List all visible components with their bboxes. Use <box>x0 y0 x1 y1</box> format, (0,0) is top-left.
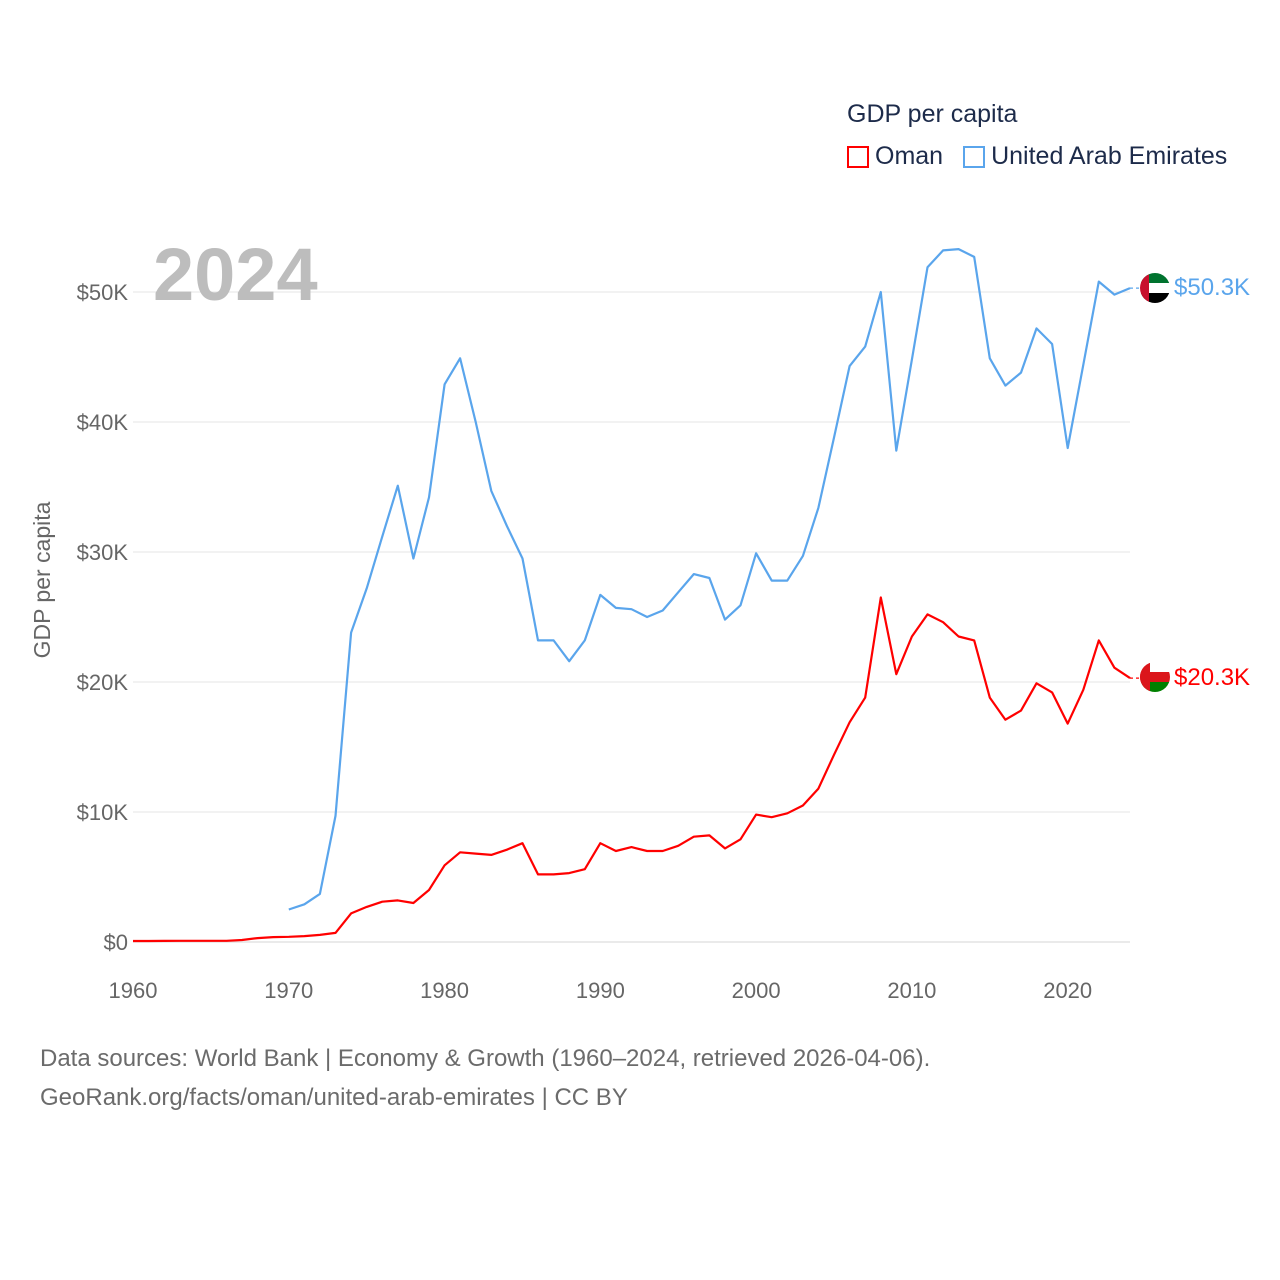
x-tick-label: 2020 <box>1043 978 1092 1003</box>
end-value-label: $50.3K <box>1174 274 1250 301</box>
legend-swatch-uae <box>963 145 986 168</box>
oman-flag-icon <box>1140 662 1170 692</box>
x-tick-label: 1970 <box>264 978 313 1003</box>
y-tick-label: $30K <box>77 540 129 565</box>
y-tick-label: $10K <box>77 800 129 825</box>
x-tick-label: 1990 <box>576 978 625 1003</box>
legend-label-uae[interactable]: United Arab Emirates <box>991 142 1228 170</box>
end-value-label: $20.3K <box>1174 664 1250 691</box>
y-tick-label: $20K <box>77 670 129 695</box>
legend-title: GDP per capita <box>847 100 1018 128</box>
y-axis-label: GDP per capita <box>29 501 55 658</box>
x-tick-label: 2010 <box>887 978 936 1003</box>
y-tick-label: $50K <box>77 280 129 305</box>
series-line-oman <box>133 596 1131 943</box>
x-tick-label: 1980 <box>420 978 469 1003</box>
x-tick-label: 2000 <box>732 978 781 1003</box>
y-tick-label: $0 <box>104 930 128 955</box>
year-watermark: 2024 <box>153 233 318 316</box>
x-tick-label: 1960 <box>109 978 158 1003</box>
legend-label-oman[interactable]: Oman <box>875 142 944 170</box>
y-tick-label: $40K <box>77 410 129 435</box>
footer-credit: GeoRank.org/facts/oman/united-arab-emira… <box>40 1084 628 1111</box>
legend: Oman United Arab Emirates <box>847 142 1227 171</box>
legend-swatch-oman <box>847 145 869 168</box>
uae-flag-icon <box>1140 273 1170 303</box>
footer-sources: Data sources: World Bank | Economy & Gro… <box>40 1045 931 1072</box>
series-line-uae <box>288 248 1131 911</box>
